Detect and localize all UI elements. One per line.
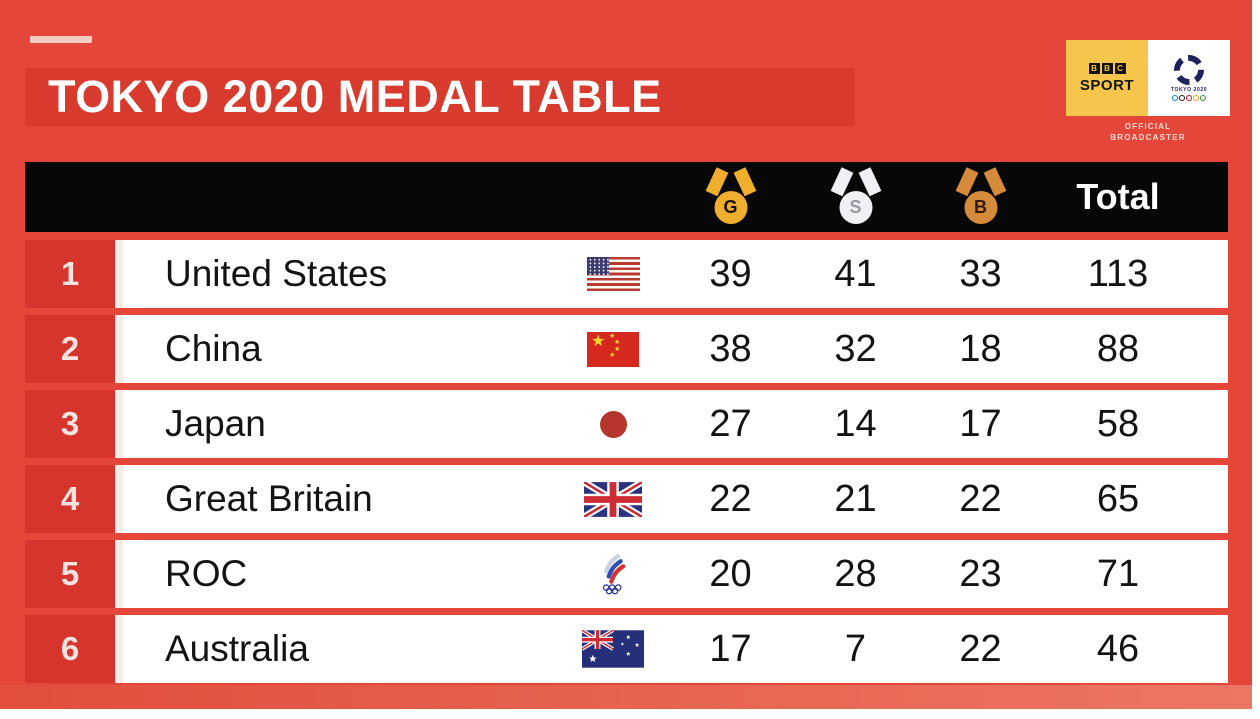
silver-count: 41 [834, 252, 877, 295]
flag-cell [558, 553, 668, 595]
total-count: 58 [1096, 402, 1140, 445]
bbc-sport-logo: B B C SPORT [1066, 40, 1148, 116]
country-name: ROC [165, 553, 248, 594]
row-main: United States 39 41 33 113 [115, 240, 1228, 308]
table-row: 3 Japan 27 14 17 58 [25, 390, 1228, 458]
rank-cell: 3 [25, 390, 115, 458]
silver-count: 21 [834, 477, 877, 520]
row-main: Japan 27 14 17 58 [115, 390, 1228, 458]
silver-count: 32 [834, 327, 877, 370]
total-count: 88 [1096, 327, 1140, 370]
broadcaster-logo: B B C SPORT TOKYO 2020 OFFICIAL [1066, 40, 1230, 144]
total-count: 65 [1096, 477, 1140, 520]
total-count: 46 [1096, 627, 1140, 670]
logo-box: B B C SPORT TOKYO 2020 [1066, 40, 1230, 116]
australia-flag-icon [582, 630, 644, 668]
rank-cell: 5 [25, 540, 115, 608]
bronze-count: 22 [959, 477, 1002, 520]
row-main: China ★ ★ ★ ★ ★ 38 32 18 88 [115, 315, 1228, 383]
country-name: Great Britain [165, 478, 373, 519]
table-row: 6 Australia [25, 615, 1228, 683]
accent-dash [30, 36, 92, 43]
official-line: OFFICIAL [1124, 122, 1172, 131]
table-header-columns: G S B Total [123, 162, 1228, 232]
ring-blue [1172, 95, 1178, 101]
rank-cell: 4 [25, 465, 115, 533]
gold-count: 39 [709, 252, 752, 295]
rank-cell: 1 [25, 240, 115, 308]
gold-medal-icon: G [705, 167, 756, 224]
table-row: 5 ROC [25, 540, 1228, 608]
bronze-medal-letter: B [964, 191, 997, 224]
country-name: United States [165, 253, 388, 294]
gold-count: 17 [709, 627, 752, 670]
bbc-block-letter: B [1101, 62, 1113, 74]
country-name: Japan [165, 403, 266, 444]
bbc-block-letter: C [1114, 62, 1126, 74]
great-britain-flag-icon [584, 481, 642, 517]
roc-olympic-committee-icon [602, 554, 626, 595]
row-main: ROC [115, 540, 1228, 608]
flag-cell: ★ ★ ★ ★ ★ [558, 331, 668, 367]
bbc-blocks-icon: B B C [1088, 62, 1126, 74]
bronze-medal-icon: B [955, 167, 1006, 224]
rank-cell: 2 [25, 315, 115, 383]
table-row: 1 United States 39 41 33 113 [25, 240, 1228, 308]
olympic-rings-icon [1172, 95, 1206, 101]
bronze-count: 18 [959, 327, 1002, 370]
table-header: G S B Total [25, 162, 1228, 232]
total-count: 71 [1096, 552, 1140, 595]
flag-cell [558, 481, 668, 517]
silver-medal-letter: S [839, 191, 872, 224]
bronze-count: 33 [959, 252, 1002, 295]
tokyo-emblem-caption: TOKYO 2020 [1170, 87, 1208, 93]
table-row: 4 Great Britain 22 21 22 [25, 465, 1228, 533]
page-title: TOKYO 2020 MEDAL TABLE [48, 71, 662, 122]
country-name: China [165, 328, 262, 369]
bronze-count: 23 [959, 552, 1002, 595]
row-main: Australia [115, 615, 1228, 683]
ring-red [1186, 95, 1192, 101]
total-count: 113 [1087, 252, 1149, 295]
silver-count: 14 [834, 402, 877, 445]
gold-count: 20 [709, 552, 752, 595]
bbc-sport-wordmark: SPORT [1079, 76, 1135, 94]
official-broadcaster-label: OFFICIAL BROADCASTER [1066, 122, 1230, 144]
bbc-block-letter: B [1088, 62, 1100, 74]
rank-cell: 6 [25, 615, 115, 683]
gold-count: 27 [709, 402, 752, 445]
tokyo-2020-logo: TOKYO 2020 [1148, 40, 1230, 116]
silver-count: 28 [834, 552, 877, 595]
table-rows: 1 United States 39 41 33 113 2 China [25, 240, 1228, 683]
silver-count: 7 [844, 627, 867, 670]
bronze-count: 17 [959, 402, 1002, 445]
gold-count: 22 [709, 477, 752, 520]
gold-count: 38 [709, 327, 752, 370]
flag-cell [558, 407, 668, 441]
country-name: Australia [165, 628, 309, 669]
total-column-header: Total [1076, 176, 1160, 217]
table-row: 2 China ★ ★ ★ ★ ★ 38 32 18 88 [25, 315, 1228, 383]
china-flag-icon: ★ ★ ★ ★ ★ [587, 331, 639, 367]
bronze-count: 22 [959, 627, 1002, 670]
flag-cell [558, 630, 668, 668]
tokyo-emblem-icon [1174, 55, 1204, 85]
ring-yellow [1193, 95, 1199, 101]
japan-flag-icon [589, 407, 637, 441]
official-line: BROADCASTER [1110, 132, 1186, 142]
ring-black [1179, 95, 1185, 101]
gold-medal-letter: G [714, 191, 747, 224]
ring-green [1200, 95, 1206, 101]
united-states-flag-icon [586, 257, 640, 291]
row-main: Great Britain 22 21 22 65 [115, 465, 1228, 533]
medal-table-graphic: TOKYO 2020 MEDAL TABLE B B C SPORT TOKYO… [0, 0, 1252, 709]
flag-cell [558, 257, 668, 291]
medal-table: G S B Total 1 United States [25, 162, 1228, 683]
title-band: TOKYO 2020 MEDAL TABLE [25, 68, 855, 126]
silver-medal-icon: S [830, 167, 881, 224]
